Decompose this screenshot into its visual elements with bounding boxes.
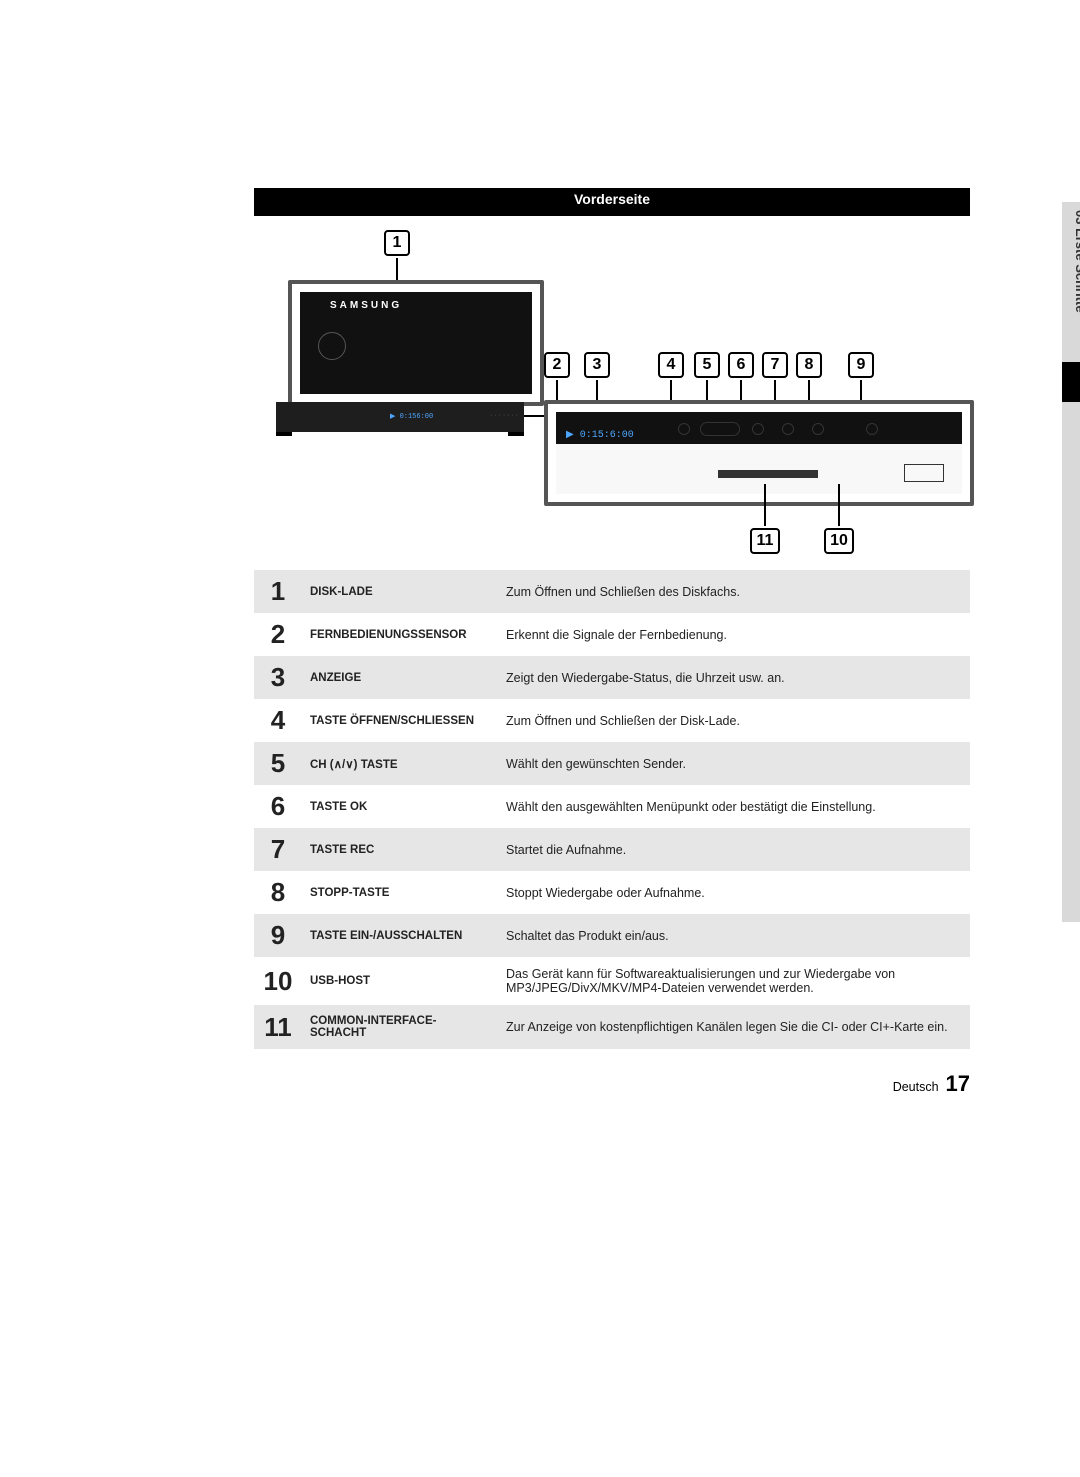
row-name: DISK-LADE bbox=[302, 570, 498, 613]
callout-10: 10 bbox=[824, 528, 854, 554]
row-name: CH (∧/∨) TASTE bbox=[302, 742, 498, 785]
ok-icon bbox=[752, 423, 764, 435]
open-close-icon bbox=[678, 423, 690, 435]
row-desc: Das Gerät kann für Softwareaktualisierun… bbox=[498, 957, 970, 1005]
row-name: TASTE EIN-/AUSSCHALTEN bbox=[302, 914, 498, 957]
row-num: 10 bbox=[254, 957, 302, 1005]
brand-logo: SAMSUNG bbox=[330, 300, 402, 311]
row-num: 5 bbox=[254, 742, 302, 785]
disc-tray-magnified: SAMSUNG bbox=[288, 280, 544, 406]
row-desc: Zur Anzeige von kostenpflichtigen Kanäle… bbox=[498, 1005, 970, 1049]
row-desc: Zum Öffnen und Schließen der Disk-Lade. bbox=[498, 699, 970, 742]
row-name: TASTE OK bbox=[302, 785, 498, 828]
callout-6: 6 bbox=[728, 352, 754, 378]
front-panel-diagram: Vorderseite 1 SAMSUNG ▶ 0:156:00 · · · ·… bbox=[254, 188, 970, 570]
callout-8: 8 bbox=[796, 352, 822, 378]
row-desc: Wählt den gewünschten Sender. bbox=[498, 742, 970, 785]
row-num: 2 bbox=[254, 613, 302, 656]
row-num: 6 bbox=[254, 785, 302, 828]
row-num: 11 bbox=[254, 1005, 302, 1049]
disc-icon bbox=[318, 332, 346, 360]
callout-1: 1 bbox=[384, 230, 410, 256]
callout-9: 9 bbox=[848, 352, 874, 378]
page-section-marker bbox=[1062, 362, 1080, 402]
leader-1 bbox=[396, 258, 398, 282]
device-foot-l bbox=[276, 432, 292, 436]
row-name: STOPP-TASTE bbox=[302, 871, 498, 914]
row-desc: Startet die Aufnahme. bbox=[498, 828, 970, 871]
device-foot-r bbox=[508, 432, 524, 436]
leader-front bbox=[524, 415, 544, 417]
row-name: ANZEIGE bbox=[302, 656, 498, 699]
rec-icon bbox=[782, 423, 794, 435]
row-num: 1 bbox=[254, 570, 302, 613]
callout-4: 4 bbox=[658, 352, 684, 378]
usb-port bbox=[904, 464, 944, 482]
device-front: ▶ 0:156:00 · · · · · · · bbox=[276, 402, 524, 432]
callout-5: 5 bbox=[694, 352, 720, 378]
row-num: 9 bbox=[254, 914, 302, 957]
row-num: 7 bbox=[254, 828, 302, 871]
row-desc: Zum Öffnen und Schließen des Diskfachs. bbox=[498, 570, 970, 613]
callout-2: 2 bbox=[544, 352, 570, 378]
stop-icon bbox=[812, 423, 824, 435]
ch-rocker-icon bbox=[700, 422, 740, 436]
section-tab: 03 Erste Schritte bbox=[1062, 202, 1080, 922]
row-num: 4 bbox=[254, 699, 302, 742]
footer-lang: Deutsch bbox=[893, 1080, 939, 1094]
front-panel-magnified: ▶ 0:15:6:00 bbox=[544, 400, 974, 506]
row-name: FERNBEDIENUNGSSENSOR bbox=[302, 613, 498, 656]
callout-11: 11 bbox=[750, 528, 780, 554]
row-num: 3 bbox=[254, 656, 302, 699]
row-name: TASTE ÖFFNEN/SCHLIESSEN bbox=[302, 699, 498, 742]
row-num: 8 bbox=[254, 871, 302, 914]
device-buttons: · · · · · · · bbox=[490, 412, 518, 419]
page-footer: Deutsch 17 bbox=[254, 1071, 970, 1097]
row-desc: Schaltet das Produkt ein/aus. bbox=[498, 914, 970, 957]
row-desc: Zeigt den Wiedergabe-Status, die Uhrzeit… bbox=[498, 656, 970, 699]
row-name: USB-HOST bbox=[302, 957, 498, 1005]
ci-slot bbox=[718, 470, 818, 478]
row-name: COMMON-INTERFACE-SCHACHT bbox=[302, 1005, 498, 1049]
leader-11 bbox=[764, 484, 766, 526]
row-desc: Erkennt die Signale der Fernbedienung. bbox=[498, 613, 970, 656]
display-text: ▶ 0:15:6:00 bbox=[566, 429, 634, 441]
callout-7: 7 bbox=[762, 352, 788, 378]
row-name: TASTE REC bbox=[302, 828, 498, 871]
manual-page: 03 Erste Schritte Vorderseite 1 SAMSUNG … bbox=[254, 188, 970, 1097]
leader-10 bbox=[838, 484, 840, 526]
power-icon bbox=[866, 423, 878, 435]
row-desc: Wählt den ausgewählten Menüpunkt oder be… bbox=[498, 785, 970, 828]
device-display: ▶ 0:156:00 bbox=[390, 412, 433, 421]
diagram-title: Vorderseite bbox=[254, 191, 970, 207]
footer-page-number: 17 bbox=[946, 1071, 970, 1096]
parts-legend-table: 1DISK-LADEZum Öffnen und Schließen des D… bbox=[254, 570, 970, 1049]
callout-3: 3 bbox=[584, 352, 610, 378]
row-desc: Stoppt Wiedergabe oder Aufnahme. bbox=[498, 871, 970, 914]
